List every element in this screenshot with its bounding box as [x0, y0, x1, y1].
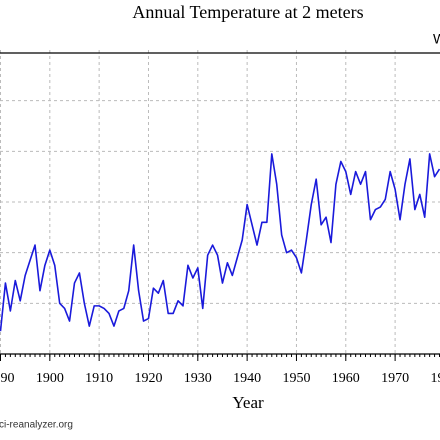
x-tick-label: 1980	[430, 371, 440, 386]
x-tick-label: 1940	[233, 371, 261, 386]
source: ci-reanalyzer.org	[0, 420, 73, 431]
x-tick-label: 1930	[184, 371, 212, 386]
x-tick-label: 1950	[282, 371, 310, 386]
data-line	[0, 153, 440, 332]
x-axis-label: Year	[232, 393, 264, 412]
x-tick-label: 1900	[36, 371, 64, 386]
x-tick-label: 1920	[134, 371, 162, 386]
chart-title: Annual Temperature at 2 meters	[132, 2, 363, 22]
chart-subtitle: W	[433, 31, 440, 47]
x-tick-label: 1960	[332, 371, 360, 386]
x-tick-label: 1890	[0, 371, 14, 386]
x-tick-label: 1970	[381, 371, 409, 386]
x-tick-label: 1910	[85, 371, 113, 386]
